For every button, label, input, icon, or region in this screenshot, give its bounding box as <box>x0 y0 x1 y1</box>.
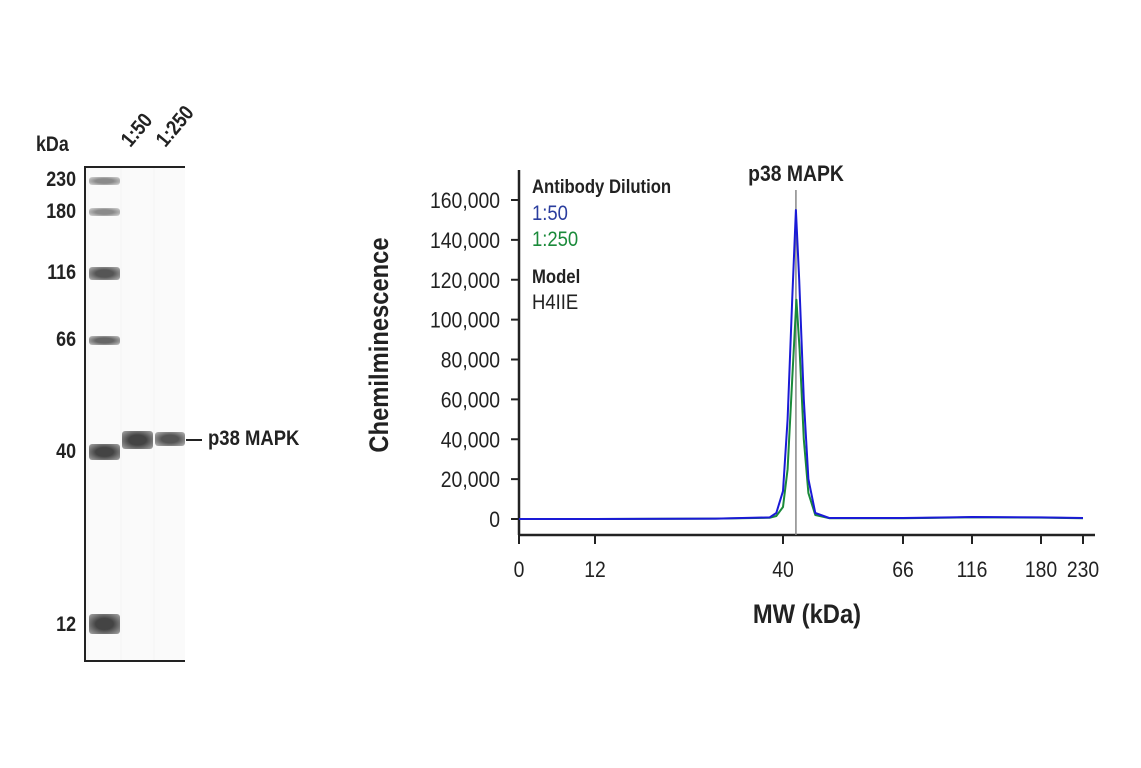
lane-1-50 <box>122 168 153 660</box>
target-pointer-line <box>186 439 202 441</box>
ladder-band-40 <box>89 444 120 460</box>
ticks: 0 20,000 40,000 60,000 80,000 100,000 120,000 1… <box>430 189 1099 582</box>
y-tick-label: 120,000 <box>430 269 500 293</box>
x-tick-label: 180 <box>1025 558 1057 582</box>
mw-label-66: 66 <box>56 328 76 351</box>
target-band-1-50 <box>122 431 153 449</box>
x-tick-label: 40 <box>772 558 794 582</box>
mw-label-230: 230 <box>46 168 76 191</box>
axes <box>517 170 1095 537</box>
y-tick-label: 140,000 <box>430 229 500 253</box>
mw-label-40: 40 <box>56 440 76 463</box>
blot-image <box>84 166 185 662</box>
ladder-band-66 <box>89 336 120 345</box>
mw-label-12: 12 <box>56 613 76 636</box>
mw-label-116: 116 <box>47 261 76 284</box>
chart-title: p38 MAPK <box>748 162 844 186</box>
x-axis-label: MW (kDa) <box>753 600 861 630</box>
ladder-band-180 <box>89 208 120 216</box>
mw-label-180: 180 <box>46 200 76 223</box>
blot-target-label: p38 MAPK <box>208 427 300 450</box>
y-tick-label: 20,000 <box>441 468 500 492</box>
series-group <box>519 190 1084 535</box>
ladder-band-12 <box>89 614 120 634</box>
ladder-band-116 <box>89 267 120 280</box>
y-axis-label: Chemilminescence <box>365 237 395 452</box>
x-tick-label: 116 <box>957 558 988 582</box>
x-tick-label: 66 <box>892 558 914 582</box>
target-band-1-250 <box>155 432 185 446</box>
y-tick-label: 100,000 <box>430 309 500 333</box>
y-tick-label: 80,000 <box>441 348 500 372</box>
y-tick-label: 40,000 <box>441 428 500 452</box>
lane-1-250 <box>155 168 185 660</box>
legend-item-1-50: 1:50 <box>532 202 568 225</box>
x-tick-label: 0 <box>514 558 525 582</box>
legend-title: Antibody Dilution <box>532 176 671 197</box>
legend-item-1-250: 1:250 <box>532 228 578 251</box>
ladder-lane <box>89 168 120 660</box>
x-tick-label: 230 <box>1067 558 1099 582</box>
y-tick-label: 160,000 <box>430 189 500 213</box>
ladder-band-230 <box>89 177 120 185</box>
blot-unit-label: kDa <box>36 133 69 156</box>
series-line-1-50 <box>519 209 1084 520</box>
y-tick-label: 0 <box>489 508 500 532</box>
legend-model-value: H4IIE <box>532 291 578 314</box>
x-tick-label: 12 <box>584 558 606 582</box>
y-tick-label: 60,000 <box>441 388 500 412</box>
legend-model-title: Model <box>532 266 580 287</box>
